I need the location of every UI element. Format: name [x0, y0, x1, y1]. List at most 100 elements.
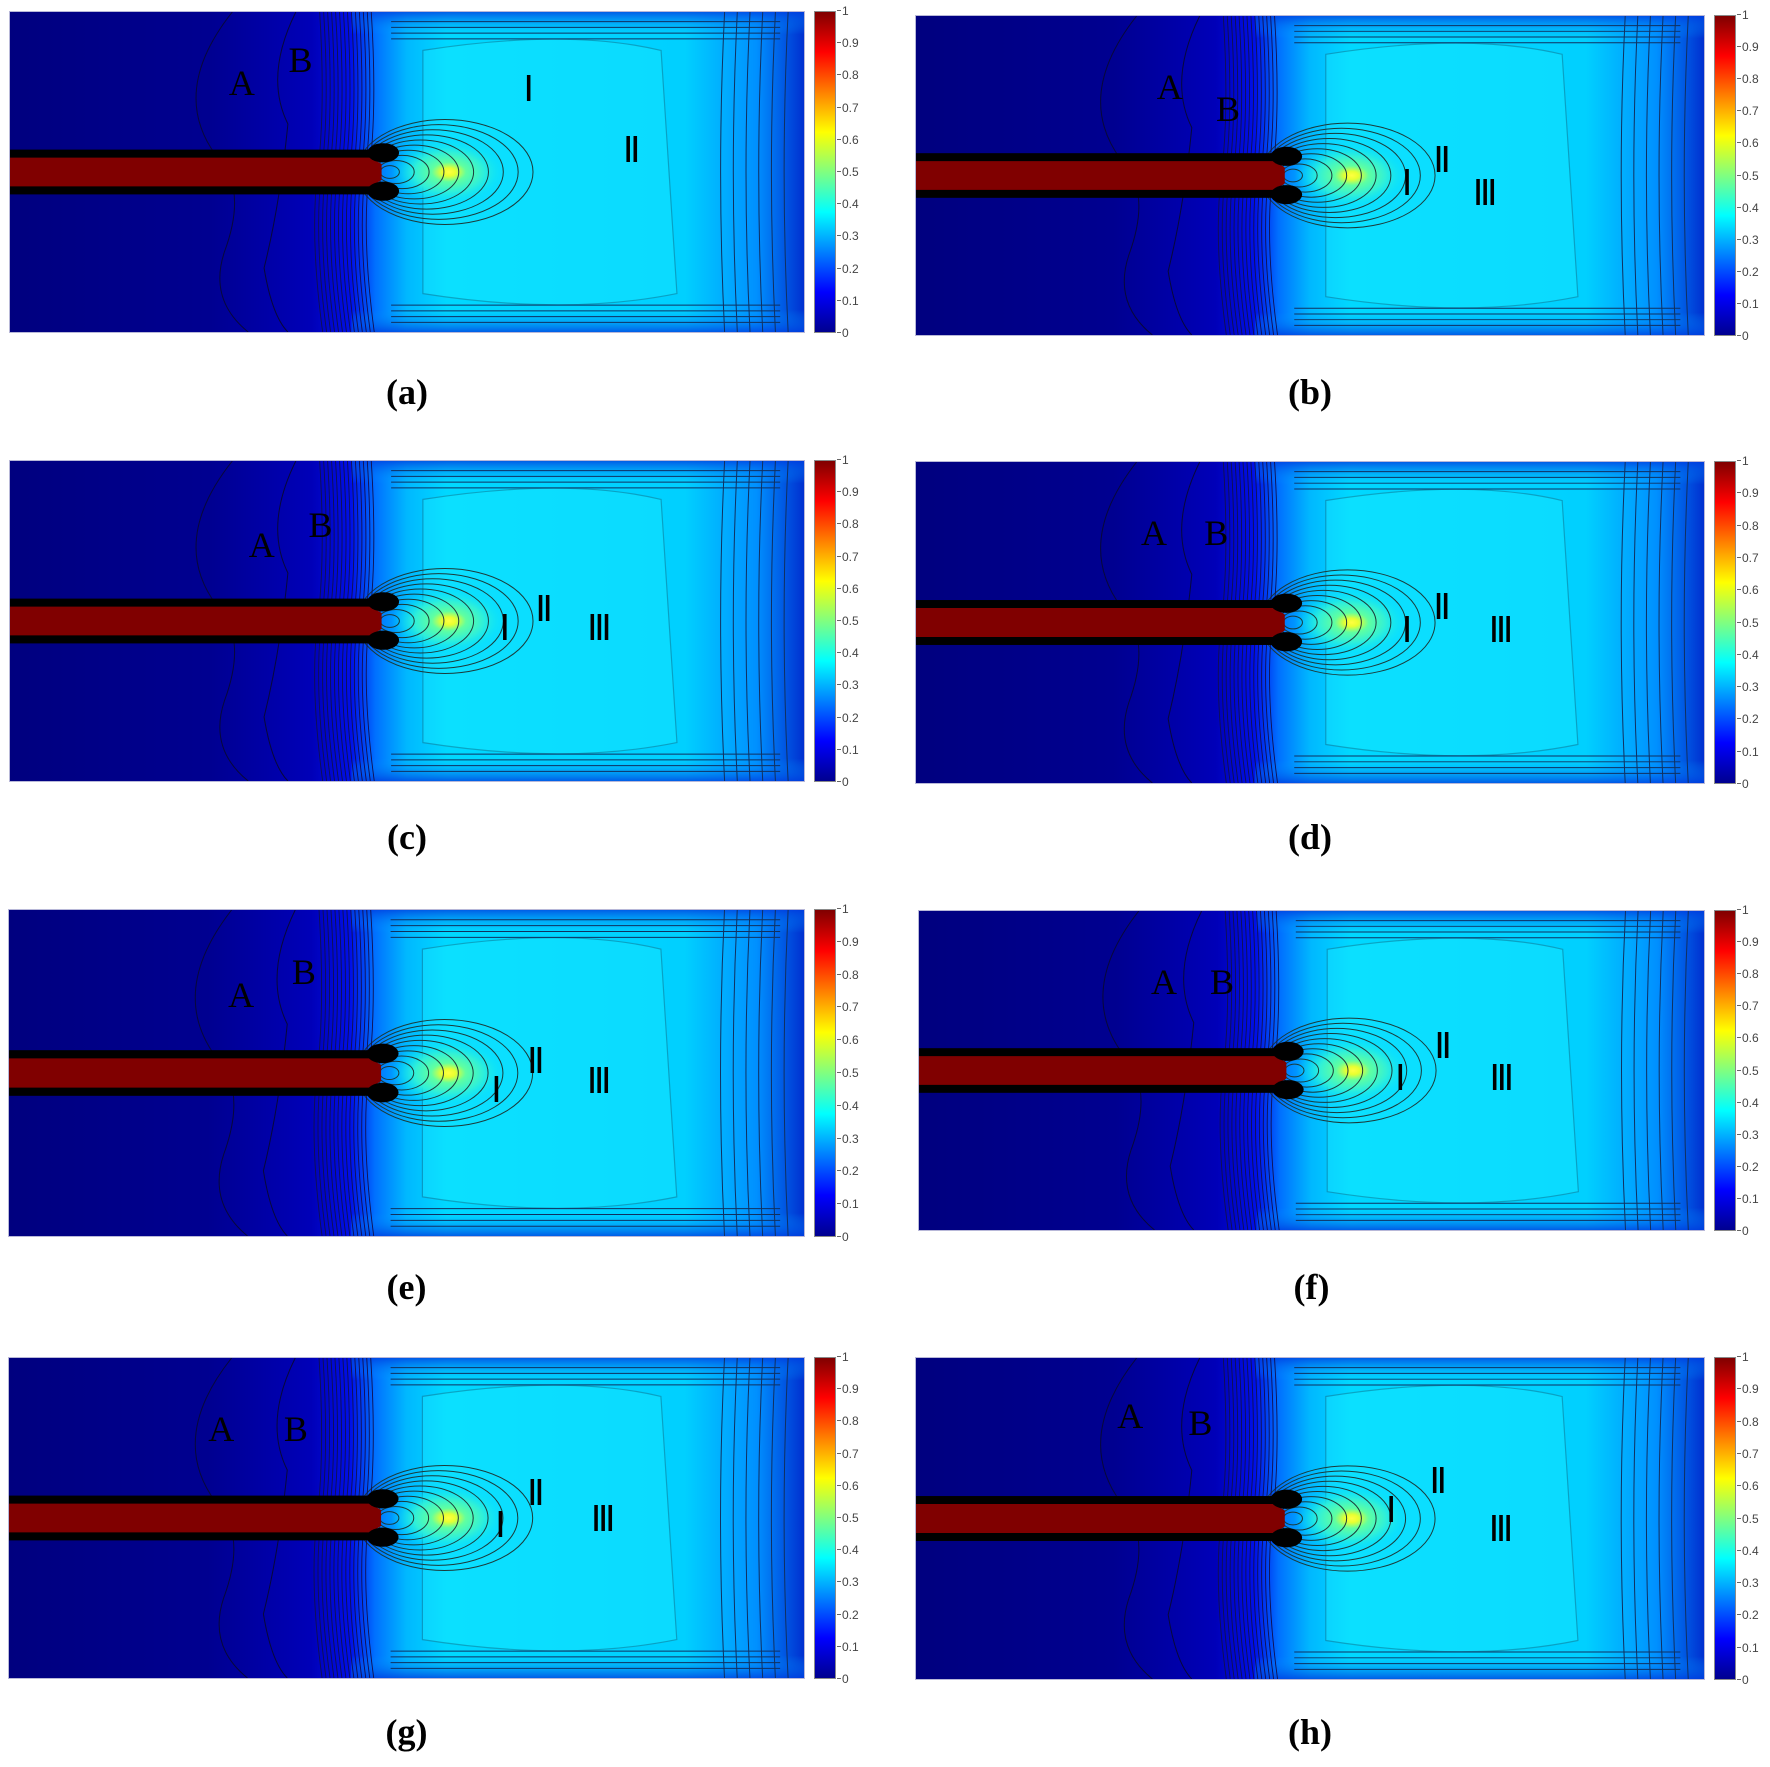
colorbar-tick: 1 [1737, 1350, 1749, 1364]
colorbar-tick: 0.1 [837, 742, 859, 757]
colorbar-tick: 0.8 [837, 517, 859, 532]
subplot-caption: (e) [386, 1267, 427, 1307]
colorbar-tick: 0.5 [837, 1066, 859, 1080]
colorbar-tick: 1 [1737, 903, 1749, 917]
region-label: B [1188, 1402, 1213, 1443]
colorbar-tick: 0 [1737, 777, 1749, 791]
colorbar [1714, 15, 1736, 336]
region-label: Ⅰ [1401, 162, 1413, 203]
region-label: Ⅲ [587, 608, 612, 649]
colorbar-tick: 0.3 [837, 1131, 859, 1146]
region-label: A [228, 62, 255, 103]
colorbar-tick: 0.7 [1737, 550, 1759, 565]
colorbar-tick: 0.3 [1737, 1576, 1759, 1591]
colorbar-tick: 0.9 [1737, 935, 1759, 950]
colorbar-tick: 0.8 [837, 1414, 859, 1429]
colorbar-tick: 0 [837, 326, 849, 340]
region-label: B [1216, 89, 1241, 130]
contour-field [916, 462, 1704, 783]
colorbar [814, 11, 836, 333]
colorbar-ticks: 1 0.9 0.8 0.7 0.6 0.5 0.4 0.3 0.2 0.1 0 [837, 5, 882, 339]
colorbar-ticks: 1 0.9 0.8 0.7 0.6 0.5 0.4 0.3 0.2 0.1 0 [837, 454, 882, 788]
region-label: B [1209, 961, 1234, 1002]
colorbar-tick: 0.5 [1737, 1511, 1759, 1526]
colorbar-tick: 0.6 [1737, 136, 1759, 151]
colorbar-ticks: 1 0.9 0.8 0.7 0.6 0.5 0.4 0.3 0.2 0.1 0 [1737, 455, 1770, 790]
colorbar-ticks: 1 0.9 0.8 0.7 0.6 0.5 0.4 0.3 0.2 0.1 0 [1737, 904, 1770, 1237]
colorbar-tick: 0.6 [837, 1033, 859, 1048]
colorbar-tick: 0.9 [1737, 1382, 1759, 1397]
region-label: B [291, 952, 316, 993]
colorbar-tick: 0.4 [1737, 1543, 1759, 1558]
region-label: Ⅱ [1433, 140, 1452, 181]
colorbar-tick: 0.1 [1737, 296, 1759, 311]
colorbar [1714, 461, 1736, 784]
colorbar-tick: 0 [1737, 1224, 1749, 1238]
subplot-caption: (a) [386, 372, 428, 412]
region-label: A [1156, 66, 1183, 107]
colorbar-tick: 0.1 [837, 1639, 859, 1654]
contour-field [916, 16, 1704, 335]
region-label: A [228, 975, 255, 1016]
colorbar-tick: 0.2 [1737, 1159, 1759, 1174]
colorbar-tick: 0.4 [1737, 200, 1759, 215]
colorbar-tick: 0.3 [1737, 1127, 1759, 1142]
colorbar-tick: 0.9 [837, 1382, 859, 1397]
colorbar-tick: 1 [837, 1350, 849, 1364]
colorbar-tick: 0.8 [837, 68, 859, 83]
region-label: A [1141, 513, 1167, 554]
contour-field [10, 12, 804, 332]
colorbar-tick: 0.3 [837, 229, 859, 244]
colorbar-tick: 1 [837, 902, 849, 916]
region-label: Ⅲ [1488, 1509, 1514, 1550]
region-label: Ⅰ [1385, 1489, 1397, 1530]
subplot-caption: (h) [1288, 1712, 1332, 1752]
colorbar-tick: 0.1 [837, 293, 859, 308]
region-label: Ⅲ [590, 1499, 616, 1539]
colorbar-tick: 0.7 [837, 549, 859, 564]
contour-field [9, 1358, 804, 1678]
colorbar-tick: 1 [1737, 454, 1749, 468]
colorbar-tick: 0.7 [837, 1000, 859, 1015]
colorbar-tick: 0.4 [837, 1098, 859, 1113]
colorbar-tick: 0.4 [1737, 647, 1759, 662]
colorbar-tick: 0.5 [1737, 168, 1759, 183]
colorbar-tick: 0.5 [837, 165, 859, 179]
colorbar-tick: 0.7 [1737, 1446, 1759, 1461]
colorbar [814, 1357, 836, 1679]
subplot-caption: (d) [1288, 817, 1332, 857]
colorbar-tick: 0.6 [1737, 1031, 1759, 1046]
colorbar-tick: 0.2 [837, 261, 859, 276]
region-label: Ⅱ [527, 1473, 545, 1514]
colorbar-tick: 0 [837, 1230, 849, 1244]
colorbar-tick: 0.3 [1737, 680, 1759, 695]
region-label: B [288, 40, 313, 81]
colorbar-tick: 0.6 [837, 132, 859, 147]
region-label: Ⅱ [1433, 587, 1452, 628]
region-label: Ⅱ [622, 130, 641, 171]
colorbar-tick: 1 [837, 453, 849, 467]
colorbar-tick: 0.4 [1737, 1095, 1759, 1110]
colorbar-ticks: 1 0.9 0.8 0.7 0.6 0.5 0.4 0.3 0.2 0.1 0 [837, 1351, 882, 1685]
colorbar-tick: 0.9 [837, 485, 859, 500]
colorbar-tick: 0.2 [1737, 1608, 1759, 1623]
colorbar-tick: 0.3 [837, 678, 859, 693]
colorbar-tick: 0.4 [837, 197, 859, 212]
region-label: Ⅰ [491, 1070, 502, 1111]
colorbar-tick: 0.8 [1737, 518, 1759, 533]
colorbar-tick: 0.6 [837, 1478, 859, 1493]
colorbar-tick: 0.2 [1737, 712, 1759, 727]
region-label: B [1204, 513, 1229, 554]
colorbar-tick: 1 [1737, 8, 1749, 22]
colorbar-tick: 0.1 [1737, 744, 1759, 759]
colorbar-tick: 0 [837, 1672, 849, 1686]
region-label: Ⅲ [1489, 1057, 1515, 1098]
colorbar-tick: 0.9 [1737, 486, 1759, 501]
colorbar-tick: 0.3 [837, 1575, 859, 1590]
colorbar [1714, 1357, 1736, 1680]
